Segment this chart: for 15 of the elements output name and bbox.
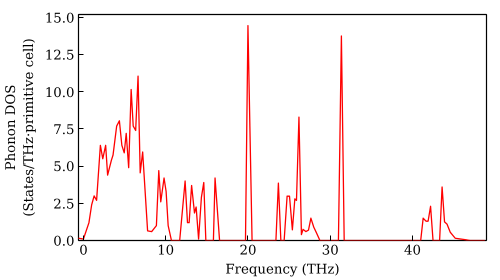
x-tick-label: 10: [157, 244, 174, 258]
y-tick-label: 0.0: [53, 234, 75, 250]
y-tick-label: 2.5: [53, 197, 75, 212]
y-tick-label: 15.0: [44, 11, 75, 26]
y-tick-label: 5.0: [53, 160, 75, 176]
x-tick-label: 20: [239, 244, 256, 258]
x-axis-title: Frequency (THz): [225, 262, 340, 278]
x-tick-label: 30: [322, 244, 339, 258]
x-tick-label: 40: [404, 244, 421, 258]
y-axis-title: Phonon DOS (States/THz·primitive cell): [4, 38, 37, 217]
line-series: [78, 25, 486, 240]
y-tick-label: 7.5: [53, 122, 75, 138]
y-tick-label: 10.0: [44, 86, 75, 101]
x-tick-label: 0: [79, 244, 88, 258]
y-tick-label: 12.5: [44, 48, 75, 64]
